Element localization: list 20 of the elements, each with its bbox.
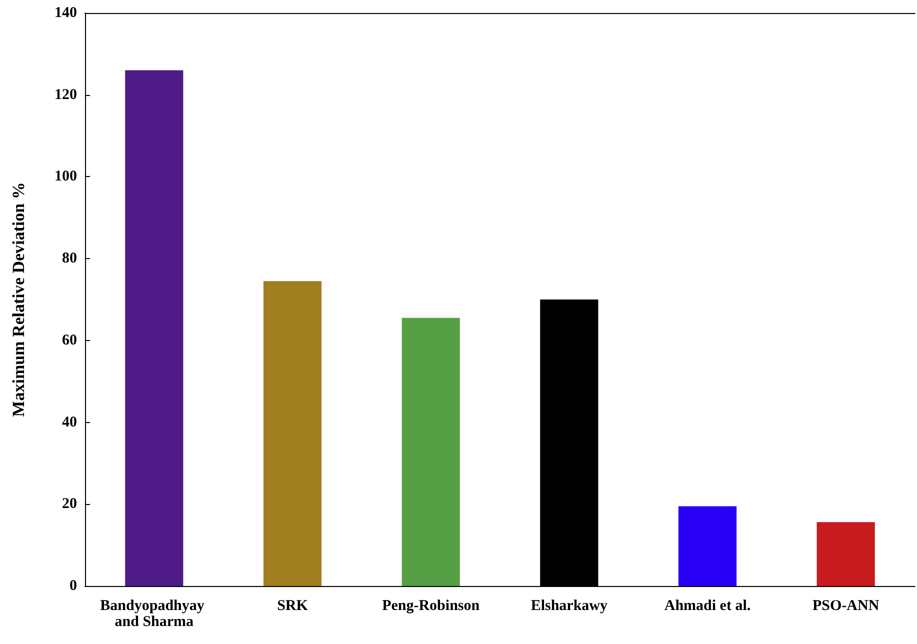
x-tick-label: PSO-ANN (812, 598, 880, 614)
bar (402, 318, 460, 586)
x-tick-label: Peng-Robinson (382, 598, 480, 614)
x-tick-label: Bandyopadhyay and Sharma (100, 598, 208, 630)
bar (816, 522, 875, 586)
bar (125, 70, 184, 586)
y-tick-label: 140 (54, 5, 77, 21)
y-tick-label: 0 (70, 578, 77, 594)
y-axis-title: Maximum Relative Deviation % (9, 182, 28, 417)
bar (678, 506, 737, 586)
y-tick-label: 40 (62, 414, 77, 430)
y-tick-label: 120 (54, 86, 77, 103)
x-tick-label: SRK (277, 598, 308, 614)
y-tick-label: 60 (62, 332, 77, 348)
y-tick-label: 100 (54, 168, 77, 185)
y-tick-label: 20 (62, 496, 77, 512)
x-tick-label: Elsharkawy (530, 598, 608, 614)
x-tick-label: Ahmadi et al. (664, 598, 751, 614)
y-tick-label: 80 (62, 250, 77, 267)
bar (263, 281, 322, 586)
